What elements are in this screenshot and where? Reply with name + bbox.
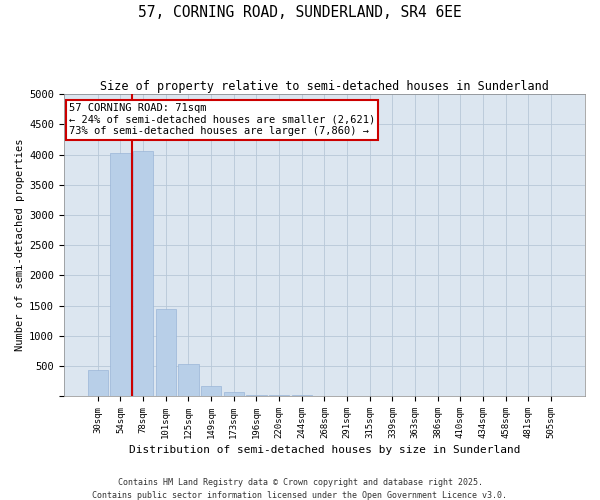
Bar (88, 370, 108, 396)
Bar (110, 154, 131, 396)
Bar (201, 386, 221, 396)
Bar (178, 364, 199, 396)
X-axis label: Distribution of semi-detached houses by size in Sunderland: Distribution of semi-detached houses by … (128, 445, 520, 455)
Text: 57 CORNING ROAD: 71sqm
← 24% of semi-detached houses are smaller (2,621)
73% of : 57 CORNING ROAD: 71sqm ← 24% of semi-det… (69, 103, 376, 136)
Bar (224, 392, 244, 396)
Y-axis label: Number of semi-detached properties: Number of semi-detached properties (15, 139, 25, 352)
Bar (246, 394, 266, 396)
Bar (269, 395, 289, 396)
Bar (133, 151, 154, 396)
Bar (155, 308, 176, 396)
Text: 57, CORNING ROAD, SUNDERLAND, SR4 6EE: 57, CORNING ROAD, SUNDERLAND, SR4 6EE (138, 5, 462, 20)
Text: Contains HM Land Registry data © Crown copyright and database right 2025.
Contai: Contains HM Land Registry data © Crown c… (92, 478, 508, 500)
Title: Size of property relative to semi-detached houses in Sunderland: Size of property relative to semi-detach… (100, 80, 549, 93)
